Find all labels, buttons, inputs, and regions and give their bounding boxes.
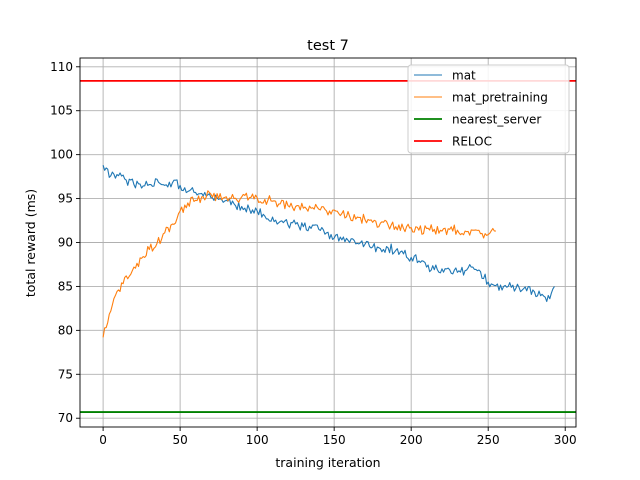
x-tick-label: 50 xyxy=(172,433,187,447)
series-line-mat-pretraining xyxy=(102,190,496,338)
x-tick-label: 0 xyxy=(99,433,107,447)
y-tick-label: 70 xyxy=(58,411,73,425)
series-layer xyxy=(80,79,576,413)
x-tick-label: 300 xyxy=(554,433,577,447)
y-tick-label: 110 xyxy=(50,60,73,74)
x-tick-label: 100 xyxy=(246,433,269,447)
legend-label-mat-pretraining: mat_pretraining xyxy=(452,91,548,105)
x-tick-label: 150 xyxy=(323,433,346,447)
legend: mat mat_pretraining nearest_server RELOC xyxy=(407,64,570,154)
y-axis-label: total reward (ms) xyxy=(23,189,38,297)
y-tick-label: 100 xyxy=(50,148,73,162)
y-axis-ticks: 70 75 80 85 90 95 100 105 110 xyxy=(50,60,80,425)
y-tick-label: 75 xyxy=(58,367,73,381)
x-tick-label: 200 xyxy=(400,433,423,447)
x-tick-label: 250 xyxy=(477,433,500,447)
series-line-mat xyxy=(102,165,555,303)
chart-title: test 7 xyxy=(307,38,349,54)
x-axis-label: training iteration xyxy=(275,455,380,470)
legend-label-nearest-server: nearest_server xyxy=(452,113,541,127)
y-tick-label: 90 xyxy=(58,236,73,250)
legend-label-RELOC: RELOC xyxy=(452,135,492,149)
legend-box xyxy=(407,64,570,154)
x-axis-ticks: 0 50 100 150 200 250 300 xyxy=(99,427,577,447)
y-tick-label: 80 xyxy=(58,323,73,337)
y-tick-label: 105 xyxy=(50,104,73,118)
y-tick-label: 95 xyxy=(58,192,73,206)
y-tick-label: 85 xyxy=(58,279,73,293)
legend-label-mat: mat xyxy=(452,69,476,83)
